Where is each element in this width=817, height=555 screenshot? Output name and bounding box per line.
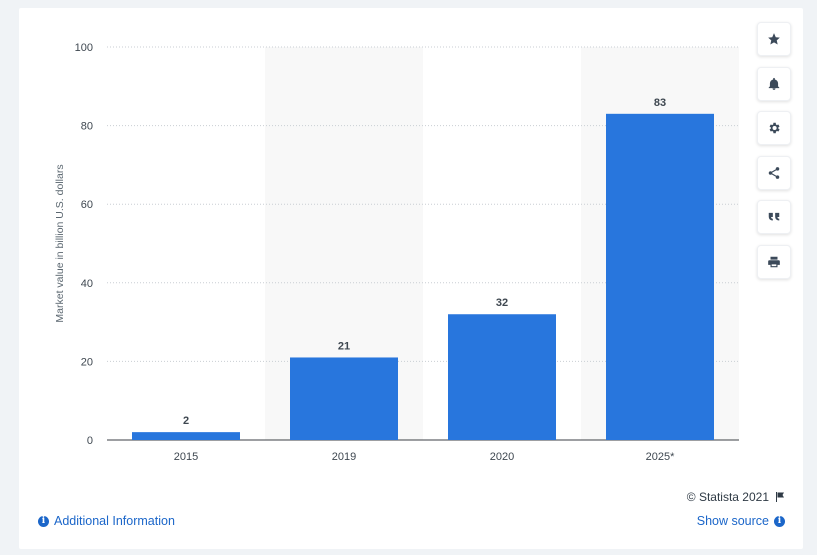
show-source-link[interactable]: Show source i: [697, 514, 785, 528]
bell-icon: [768, 77, 780, 90]
credit-text: © Statista 2021: [686, 490, 769, 504]
settings-button[interactable]: [757, 111, 791, 145]
y-tick-label: 100: [75, 42, 93, 54]
cite-button[interactable]: [757, 200, 791, 234]
print-icon: [768, 256, 780, 267]
y-tick-label: 80: [81, 121, 93, 133]
gear-icon: [769, 122, 780, 134]
y-tick-label: 40: [81, 278, 93, 290]
x-tick-label: 2015: [174, 451, 198, 463]
info-icon: i: [774, 515, 785, 527]
flag-icon: [776, 492, 784, 502]
x-tick-label: 2020: [490, 451, 514, 463]
data-label: 2: [183, 415, 189, 427]
star-icon: [768, 33, 780, 45]
additional-information-link[interactable]: i Additional Information: [38, 514, 175, 528]
favorite-button[interactable]: [757, 22, 791, 56]
share-icon: [768, 166, 780, 179]
x-tick-label: 2019: [332, 451, 356, 463]
additional-information-label: Additional Information: [54, 514, 175, 528]
bar-chart: 0 20 40 60 80 100 2 2015 21 2019 32 2020 83 2025* Mark…: [54, 42, 739, 463]
bar: [606, 113, 714, 440]
y-axis-title: Market value in billion U.S. dollars: [54, 164, 66, 322]
show-source-label: Show source: [696, 514, 769, 528]
data-label: 32: [496, 297, 508, 309]
quote-icon: [768, 212, 780, 221]
bar: [132, 432, 240, 440]
notification-button[interactable]: [757, 66, 791, 101]
data-label: 21: [338, 340, 350, 352]
chart-card: 0 20 40 60 80 100 2 2015 21 2019 32 2020 83 2025* Mark…: [19, 8, 803, 549]
y-tick-label: 20: [81, 356, 93, 368]
x-tick-label: 2025*: [646, 451, 675, 463]
y-tick-label: 60: [81, 199, 93, 211]
statista-credit[interactable]: © Statista 2021: [687, 490, 786, 504]
bar: [290, 357, 398, 440]
toolbar: [757, 22, 791, 289]
print-button[interactable]: [757, 244, 791, 279]
bar: [448, 314, 556, 440]
data-label: 83: [654, 97, 666, 109]
info-icon: i: [38, 515, 49, 527]
share-button[interactable]: [757, 155, 791, 190]
y-tick-label: 0: [87, 435, 93, 447]
